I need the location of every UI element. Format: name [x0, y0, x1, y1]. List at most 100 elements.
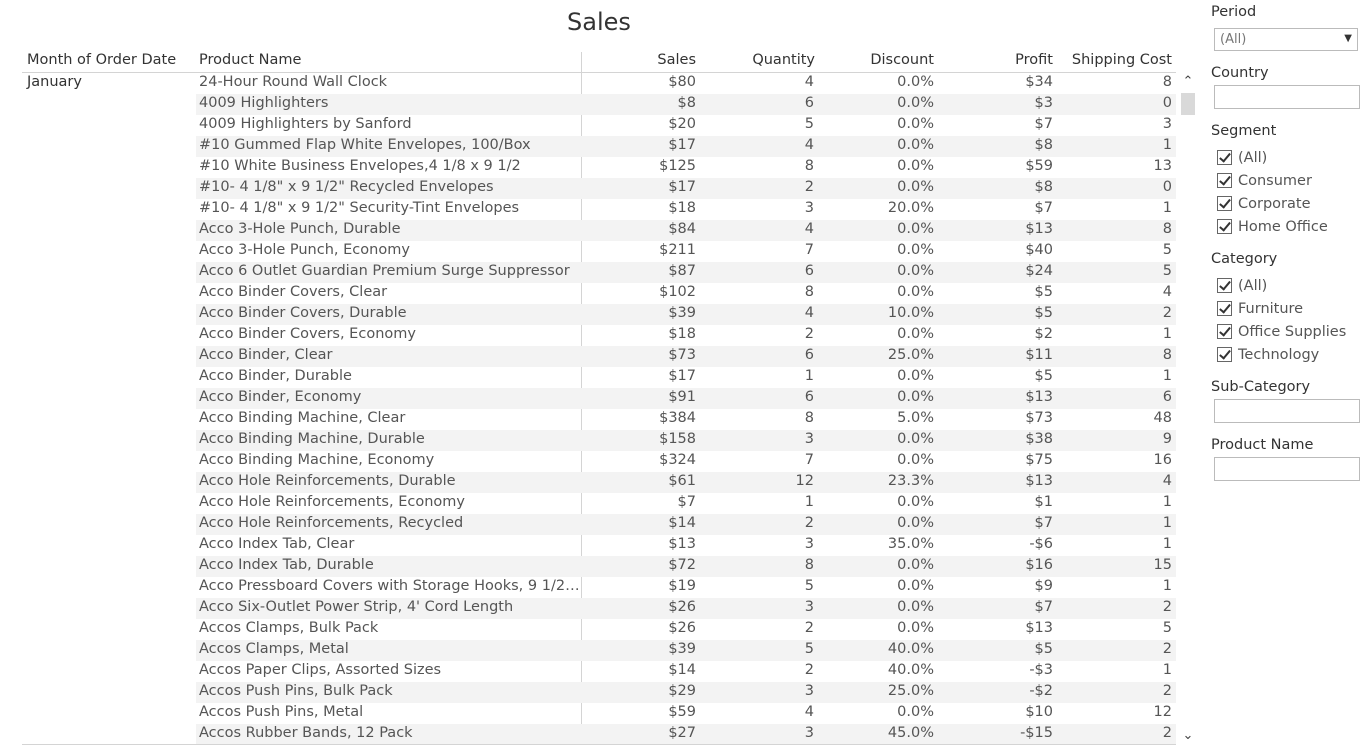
cell-ship: 13 — [1153, 158, 1172, 174]
checkbox-checked-icon[interactable] — [1217, 324, 1232, 339]
month-cell[interactable]: January — [27, 74, 82, 90]
checkbox-checked-icon[interactable] — [1217, 301, 1232, 316]
cell-qty: 6 — [804, 263, 814, 279]
cell-qty: 4 — [804, 305, 814, 321]
table-row[interactable]: Accos Rubber Bands, 12 Pack $27 3 45.0% -$15… — [196, 724, 1176, 745]
col-header-quantity[interactable]: Quantity — [752, 52, 815, 68]
table-row[interactable]: Accos Push Pins, Bulk Pack $29 3 25.0% -$2 2 — [196, 682, 1176, 703]
checkbox-checked-icon[interactable] — [1217, 219, 1232, 234]
segment-option-consumer[interactable]: Consumer — [1217, 170, 1312, 190]
table-row[interactable]: Acco Binder Covers, Clear $102 8 0.0% $5 4 — [196, 283, 1176, 304]
checkbox-checked-icon[interactable] — [1217, 278, 1232, 293]
cell-sales: $13 — [668, 536, 696, 552]
cell-ship: 48 — [1153, 410, 1172, 426]
table-row[interactable]: Acco Binder, Economy $91 6 0.0% $13 6 — [196, 388, 1176, 409]
cell-qty: 7 — [804, 452, 814, 468]
cell-qty: 2 — [804, 515, 814, 531]
table-row[interactable]: Acco Binding Machine, Durable $158 3 0.0% $3… — [196, 430, 1176, 451]
table-row[interactable]: Acco Binder, Durable $17 1 0.0% $5 1 — [196, 367, 1176, 388]
cell-profit: $16 — [1025, 557, 1053, 573]
category-option-all[interactable]: (All) — [1217, 275, 1267, 295]
cell-disc: 40.0% — [887, 641, 934, 657]
cell-disc: 0.0% — [897, 515, 934, 531]
col-header-month[interactable]: Month of Order Date — [27, 52, 177, 68]
checkbox-checked-icon[interactable] — [1217, 173, 1232, 188]
table-row[interactable]: Acco Binder, Clear $73 6 25.0% $11 8 — [196, 346, 1176, 367]
product-filter-input[interactable] — [1214, 457, 1360, 481]
table-row[interactable]: Acco Binder Covers, Durable $39 4 10.0% $5 2 — [196, 304, 1176, 325]
col-header-sales[interactable]: Sales — [657, 52, 696, 68]
cell-sales: $26 — [668, 620, 696, 636]
caret-down-icon[interactable]: ▼ — [1344, 33, 1352, 44]
cell-name: Accos Paper Clips, Assorted Sizes — [199, 662, 442, 678]
table-row[interactable]: Accos Push Pins, Metal $59 4 0.0% $10 12 — [196, 703, 1176, 724]
period-value: (All) — [1220, 32, 1247, 47]
checkbox-checked-icon[interactable] — [1217, 196, 1232, 211]
cell-name: #10- 4 1/8" x 9 1/2" Security-Tint Envel… — [199, 200, 520, 216]
cell-name: Acco Binder, Durable — [199, 368, 352, 384]
table-row[interactable]: 4009 Highlighters by Sanford $20 5 0.0% $7 3 — [196, 115, 1176, 136]
table-bottom-border — [22, 744, 1176, 745]
category-option-technology[interactable]: Technology — [1217, 344, 1319, 364]
cell-name: #10- 4 1/8" x 9 1/2" Recycled Envelopes — [199, 179, 494, 195]
segment-option-all[interactable]: (All) — [1217, 147, 1267, 167]
table-row[interactable]: Acco Binding Machine, Clear $384 8 5.0% $73 4… — [196, 409, 1176, 430]
chevron-up-icon[interactable]: ⌃ — [1182, 74, 1194, 89]
table-row[interactable]: #10- 4 1/8" x 9 1/2" Security-Tint Envel… — [196, 199, 1176, 220]
category-option-furniture[interactable]: Furniture — [1217, 298, 1303, 318]
period-label: Period — [1211, 4, 1257, 20]
cell-disc: 45.0% — [887, 725, 934, 741]
table-row[interactable]: Acco Six-Outlet Power Strip, 4' Cord Len… — [196, 598, 1176, 619]
table-row[interactable]: #10- 4 1/8" x 9 1/2" Recycled Envelopes $… — [196, 178, 1176, 199]
chevron-down-icon[interactable]: ⌄ — [1182, 728, 1194, 743]
cell-disc: 0.0% — [897, 179, 934, 195]
cell-sales: $27 — [668, 725, 696, 741]
cell-qty: 3 — [804, 200, 814, 216]
table-row[interactable]: Acco Index Tab, Clear $13 3 35.0% -$6 1 — [196, 535, 1176, 556]
cell-qty: 5 — [804, 116, 814, 132]
col-header-product[interactable]: Product Name — [199, 52, 302, 68]
table-row[interactable]: Acco Index Tab, Durable $72 8 0.0% $16 15 — [196, 556, 1176, 577]
table-row[interactable]: #10 White Business Envelopes,4 1/8 x 9 1… — [196, 157, 1176, 178]
period-select[interactable]: (All) ▼ — [1214, 28, 1358, 51]
cell-profit: $7 — [1034, 116, 1053, 132]
table-row[interactable]: Acco Hole Reinforcements, Economy $7 1 0.0%… — [196, 493, 1176, 514]
checkbox-checked-icon[interactable] — [1217, 150, 1232, 165]
segment-option-home-office[interactable]: Home Office — [1217, 216, 1328, 236]
table-row[interactable]: Acco 3-Hole Punch, Durable $84 4 0.0% $13 8 — [196, 220, 1176, 241]
col-header-discount[interactable]: Discount — [870, 52, 934, 68]
subcategory-input[interactable] — [1214, 399, 1360, 423]
table-row[interactable]: Accos Clamps, Metal $39 5 40.0% $5 2 — [196, 640, 1176, 661]
table-row[interactable]: Accos Clamps, Bulk Pack $26 2 0.0% $13 5 — [196, 619, 1176, 640]
table-row[interactable]: Accos Paper Clips, Assorted Sizes $14 2 40.… — [196, 661, 1176, 682]
table-row[interactable]: Acco 6 Outlet Guardian Premium Surge Sup… — [196, 262, 1176, 283]
table-row[interactable]: Acco Binding Machine, Economy $324 7 0.0% $7… — [196, 451, 1176, 472]
cell-name: #10 Gummed Flap White Envelopes, 100/Box — [199, 137, 531, 153]
vertical-scrollbar[interactable]: ⌃ ⌄ — [1178, 73, 1198, 745]
scrollbar-thumb[interactable] — [1181, 93, 1195, 115]
cell-qty: 3 — [804, 599, 814, 615]
table-row[interactable]: Acco Hole Reinforcements, Durable $61 12 23… — [196, 472, 1176, 493]
cell-qty: 6 — [804, 95, 814, 111]
cell-disc: 0.0% — [897, 221, 934, 237]
table-row[interactable]: #10 Gummed Flap White Envelopes, 100/Box… — [196, 136, 1176, 157]
checkbox-checked-icon[interactable] — [1217, 347, 1232, 362]
category-option-office-supplies[interactable]: Office Supplies — [1217, 321, 1346, 341]
col-header-profit[interactable]: Profit — [1015, 52, 1053, 68]
table-row[interactable]: Acco 3-Hole Punch, Economy $211 7 0.0% $40 5 — [196, 241, 1176, 262]
country-input[interactable] — [1214, 85, 1360, 109]
table-row[interactable]: Acco Pressboard Covers with Storage Hook… — [196, 577, 1176, 598]
table-row[interactable]: Acco Hole Reinforcements, Recycled $14 2 0.… — [196, 514, 1176, 535]
cell-sales: $87 — [668, 263, 696, 279]
cell-ship: 1 — [1162, 200, 1172, 216]
table-row[interactable]: Acco Binder Covers, Economy $18 2 0.0% $2 1 — [196, 325, 1176, 346]
cell-ship: 1 — [1162, 536, 1172, 552]
cell-profit: $1 — [1034, 494, 1053, 510]
table-row[interactable]: 24-Hour Round Wall Clock $80 4 0.0% $34 8 — [196, 73, 1176, 94]
col-header-shipping[interactable]: Shipping Cost — [1071, 52, 1172, 68]
cell-disc: 40.0% — [887, 662, 934, 678]
segment-option-corporate[interactable]: Corporate — [1217, 193, 1311, 213]
cell-ship: 16 — [1153, 452, 1172, 468]
table-row[interactable]: 4009 Highlighters $8 6 0.0% $3 0 — [196, 94, 1176, 115]
country-label: Country — [1211, 65, 1269, 81]
